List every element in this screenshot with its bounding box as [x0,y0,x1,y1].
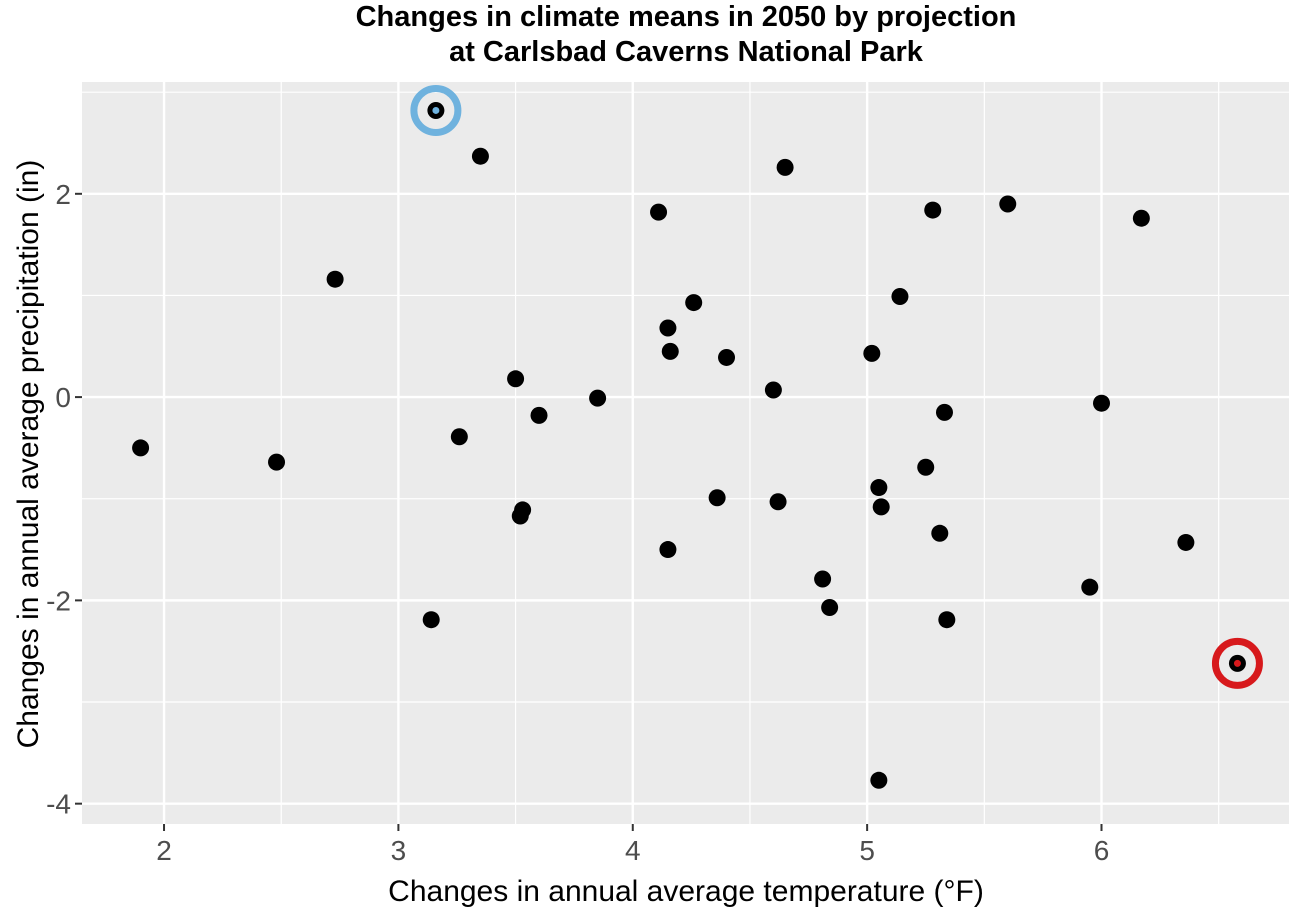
x-tick-label: 3 [391,835,407,866]
highlight-center [1233,659,1241,667]
data-point [776,158,794,176]
highlight-center [432,106,440,114]
x-tick-label: 2 [156,835,172,866]
data-point [821,598,839,616]
y-tick-label: 2 [55,179,71,210]
data-point [685,294,703,312]
data-point [917,458,935,476]
data-point [764,381,782,399]
y-tick-label: 0 [55,382,71,413]
plot-panel [82,82,1289,824]
data-point [872,498,890,516]
data-point [514,501,532,519]
data-point [931,524,949,542]
data-point [450,428,468,446]
chart-title-line-1: Changes in climate means in 2050 by proj… [356,1,1017,33]
x-tick-label: 6 [1094,835,1110,866]
data-point [870,479,888,497]
data-point [870,771,888,789]
data-point [659,541,677,559]
chart-title-line-2: at Carlsbad Caverns National Park [449,36,924,68]
y-tick-label: -4 [46,789,71,820]
data-point [589,389,607,407]
highlight-ring [410,84,462,136]
data-point [891,287,909,305]
data-point [938,611,956,629]
data-point [769,493,787,511]
data-point [718,348,736,366]
y-axis-label: Changes in annual average precipitation … [12,160,45,749]
data-point [422,611,440,629]
data-point [268,453,286,471]
x-tick-label: 4 [625,835,641,866]
data-point [659,319,677,337]
data-point [1132,209,1150,227]
data-point [1177,533,1195,551]
data-point [708,489,726,507]
axis-ticks [75,192,1103,831]
highlight-ring [1211,637,1263,689]
minor-gridlines [82,82,1289,824]
data-point [1081,578,1099,596]
major-gridlines [82,82,1289,824]
data-point [661,342,679,360]
data-point [924,201,942,219]
data-point [1093,394,1111,412]
data-point [530,406,548,424]
data-point [863,344,881,362]
x-tick-label: 5 [859,835,875,866]
data-points [132,84,1263,789]
data-point [471,147,489,165]
x-axis-label: Changes in annual average temperature (°… [388,875,984,908]
data-point [935,403,953,421]
data-point [132,439,150,457]
data-point [650,203,668,221]
axis-tick-labels: 2 3 4 5 6 -4 -2 0 2 [46,179,1109,866]
data-point [326,270,344,288]
data-point [814,570,832,588]
data-point [999,195,1017,213]
y-tick-label: -2 [46,585,71,616]
data-point [507,370,525,388]
